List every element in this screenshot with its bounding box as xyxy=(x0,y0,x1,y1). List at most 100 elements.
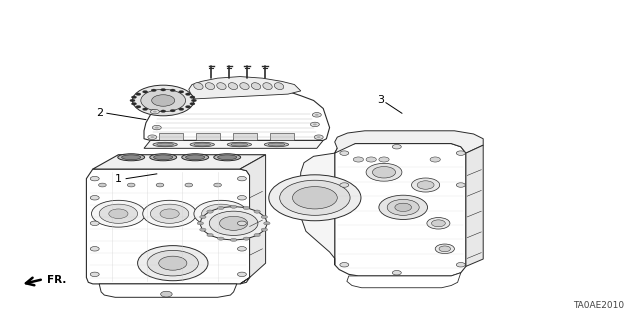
Ellipse shape xyxy=(190,142,214,147)
Circle shape xyxy=(90,272,99,277)
Circle shape xyxy=(160,209,179,219)
Circle shape xyxy=(170,89,175,92)
Circle shape xyxy=(132,85,194,116)
Polygon shape xyxy=(159,133,183,140)
Ellipse shape xyxy=(182,154,209,161)
Circle shape xyxy=(313,123,317,125)
Circle shape xyxy=(152,95,175,106)
Circle shape xyxy=(230,205,237,208)
Circle shape xyxy=(143,200,196,227)
Circle shape xyxy=(150,204,189,223)
Circle shape xyxy=(430,157,440,162)
Circle shape xyxy=(417,181,434,189)
Circle shape xyxy=(207,234,213,237)
Circle shape xyxy=(159,256,187,270)
Polygon shape xyxy=(86,169,250,284)
Ellipse shape xyxy=(228,83,237,90)
Circle shape xyxy=(185,183,193,187)
Polygon shape xyxy=(335,144,466,276)
Circle shape xyxy=(99,204,138,223)
Circle shape xyxy=(340,263,349,267)
Ellipse shape xyxy=(157,143,173,146)
Polygon shape xyxy=(189,77,301,99)
Circle shape xyxy=(138,246,208,281)
Circle shape xyxy=(387,199,419,215)
Circle shape xyxy=(379,157,389,162)
Polygon shape xyxy=(466,145,483,266)
Polygon shape xyxy=(300,153,335,265)
Ellipse shape xyxy=(150,154,177,161)
Circle shape xyxy=(220,216,248,230)
Circle shape xyxy=(197,222,204,225)
Circle shape xyxy=(412,178,440,192)
Circle shape xyxy=(150,109,159,114)
Ellipse shape xyxy=(122,155,141,160)
Circle shape xyxy=(310,122,319,127)
Circle shape xyxy=(194,200,248,227)
Circle shape xyxy=(179,108,184,110)
Circle shape xyxy=(190,102,195,105)
Ellipse shape xyxy=(218,155,237,160)
Polygon shape xyxy=(93,155,266,169)
Circle shape xyxy=(264,222,270,225)
Circle shape xyxy=(200,207,267,240)
Circle shape xyxy=(427,218,450,229)
Circle shape xyxy=(200,228,206,231)
Ellipse shape xyxy=(214,154,241,161)
Ellipse shape xyxy=(264,142,289,147)
Circle shape xyxy=(292,187,337,209)
Circle shape xyxy=(456,151,465,155)
Circle shape xyxy=(230,238,237,241)
Circle shape xyxy=(161,88,166,91)
Ellipse shape xyxy=(186,155,205,160)
Circle shape xyxy=(340,183,349,187)
Circle shape xyxy=(143,108,148,110)
Circle shape xyxy=(456,263,465,267)
Circle shape xyxy=(211,209,230,219)
Polygon shape xyxy=(196,133,220,140)
Circle shape xyxy=(141,89,186,112)
Circle shape xyxy=(237,221,246,226)
Circle shape xyxy=(261,215,268,219)
Ellipse shape xyxy=(227,142,252,147)
Circle shape xyxy=(147,250,198,276)
Circle shape xyxy=(261,228,268,231)
Polygon shape xyxy=(233,133,257,140)
Circle shape xyxy=(366,157,376,162)
Polygon shape xyxy=(240,155,266,284)
Circle shape xyxy=(161,110,166,113)
Text: 3: 3 xyxy=(378,95,384,106)
Circle shape xyxy=(179,91,184,93)
Circle shape xyxy=(207,210,213,213)
Circle shape xyxy=(200,215,206,219)
Circle shape xyxy=(456,183,465,187)
Circle shape xyxy=(392,271,401,275)
Polygon shape xyxy=(270,133,294,140)
Circle shape xyxy=(155,127,159,129)
Circle shape xyxy=(372,167,396,178)
Circle shape xyxy=(170,109,175,112)
Circle shape xyxy=(237,272,246,277)
Circle shape xyxy=(131,102,136,105)
Circle shape xyxy=(218,206,224,210)
Circle shape xyxy=(379,195,428,219)
Ellipse shape xyxy=(268,143,285,146)
Circle shape xyxy=(237,176,246,181)
Circle shape xyxy=(243,237,250,240)
Ellipse shape xyxy=(153,142,177,147)
Ellipse shape xyxy=(217,83,226,90)
Circle shape xyxy=(395,203,412,211)
Ellipse shape xyxy=(205,83,214,90)
Circle shape xyxy=(392,145,401,149)
Circle shape xyxy=(191,99,196,102)
Circle shape xyxy=(353,157,364,162)
Circle shape xyxy=(136,106,141,108)
Circle shape xyxy=(254,234,260,237)
Circle shape xyxy=(90,221,99,226)
Circle shape xyxy=(366,163,402,181)
Circle shape xyxy=(156,183,164,187)
Circle shape xyxy=(92,200,145,227)
Circle shape xyxy=(153,111,157,113)
Text: 2: 2 xyxy=(95,108,103,118)
Text: FR.: FR. xyxy=(47,275,67,285)
